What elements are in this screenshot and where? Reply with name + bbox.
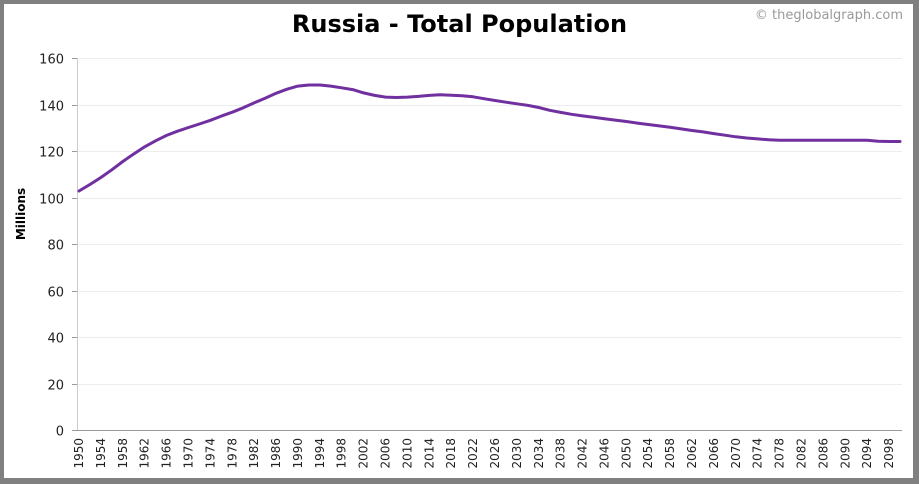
x-tick-label: 1982 <box>247 438 261 469</box>
x-tick-label: 2054 <box>641 438 655 469</box>
x-axis: 1950 1954 1958 1962 1966 1970 1974 1978 1982 1986… <box>72 430 902 469</box>
x-tick-label: 1998 <box>335 438 349 469</box>
x-tick-label: 2006 <box>379 438 393 469</box>
chart-title: Russia - Total Population <box>291 10 628 38</box>
y-tick-label: 80 <box>47 239 64 254</box>
x-tick-label: 2050 <box>619 438 633 469</box>
x-tick-label: 2022 <box>466 438 480 469</box>
x-tick-label: 2038 <box>554 438 568 469</box>
x-tick-label: 2058 <box>663 438 677 469</box>
x-tick-label: 2070 <box>729 438 743 469</box>
x-tick-label: 2086 <box>816 438 830 469</box>
x-tick-label: 2042 <box>576 438 590 469</box>
x-tick-label: 2014 <box>422 438 436 469</box>
x-tick-label: 1950 <box>72 438 86 469</box>
x-tick-label: 2018 <box>444 438 458 469</box>
gridlines <box>77 58 902 385</box>
y-tick-label: 40 <box>47 332 64 347</box>
y-tick-label: 160 <box>39 53 64 68</box>
x-tick-label: 2010 <box>400 438 414 469</box>
chart-frame <box>4 4 913 478</box>
y-tick-label: 60 <box>47 286 64 301</box>
x-tick-label: 1958 <box>116 438 130 469</box>
x-tick-label: 1974 <box>203 438 217 469</box>
x-tick-label: 2030 <box>510 438 524 469</box>
x-tick-label: 1954 <box>94 438 108 469</box>
x-tick-label: 2098 <box>882 438 896 469</box>
x-tick-label: 2002 <box>357 438 371 469</box>
x-tick-label: 2046 <box>597 438 611 469</box>
x-tick-label: 2066 <box>707 438 721 469</box>
x-tick-label: 1966 <box>160 438 174 469</box>
x-tick-label: 1962 <box>138 438 152 469</box>
x-tick-label: 2082 <box>794 438 808 469</box>
x-tick-label: 2034 <box>532 438 546 469</box>
x-tick-label: 2074 <box>751 438 765 469</box>
x-tick-label: 1986 <box>269 438 283 469</box>
x-tick-label: 1994 <box>313 438 327 469</box>
population-line <box>77 83 902 193</box>
x-tick-label: 2026 <box>488 438 502 469</box>
x-tick-label: 2078 <box>773 438 787 469</box>
x-tick-label: 1990 <box>291 438 305 469</box>
x-tick-label: 2090 <box>838 438 852 469</box>
y-tick-label: 140 <box>39 100 64 115</box>
x-tick-label: 2062 <box>685 438 699 469</box>
y-tick-label: 0 <box>56 425 64 440</box>
y-tick-label: 120 <box>39 146 64 161</box>
y-tick-label: 100 <box>39 193 64 208</box>
x-tick-label: 2094 <box>860 438 874 469</box>
source-credit: © theglobalgraph.com <box>754 8 903 23</box>
x-tick-label: 1978 <box>225 438 239 469</box>
y-axis: 0 20 40 60 80 100 120 140 160 <box>39 53 78 440</box>
x-tick-label: 1970 <box>181 438 195 469</box>
y-axis-label: Millions <box>14 188 28 240</box>
y-tick-label: 20 <box>47 379 64 394</box>
